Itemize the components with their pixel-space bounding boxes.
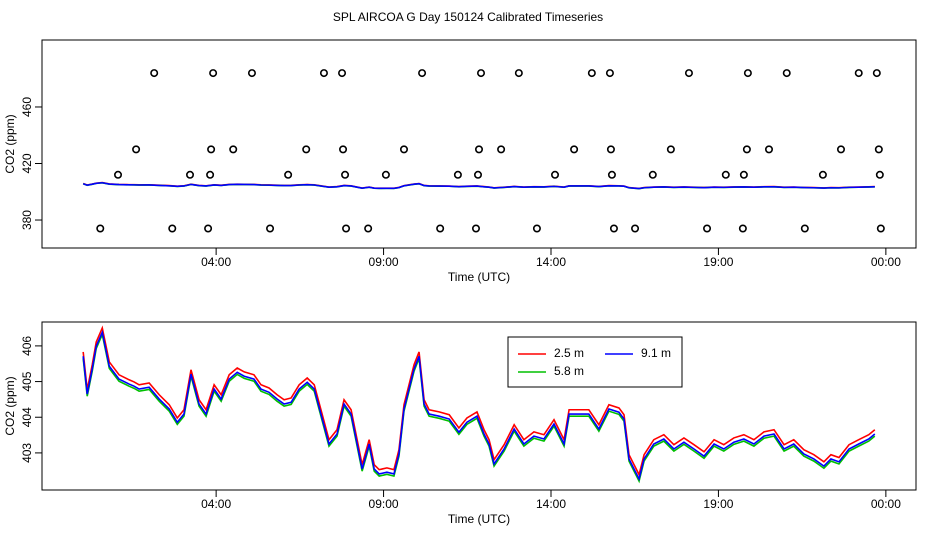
point — [474, 145, 483, 154]
point — [471, 224, 480, 233]
figure-title: SPL AIRCOA G Day 150124 Calibrated Times… — [333, 10, 603, 24]
legend-box — [507, 336, 683, 388]
data-line — [82, 325, 876, 477]
point — [204, 224, 213, 233]
point — [818, 170, 827, 179]
point — [302, 145, 311, 154]
point — [342, 224, 351, 233]
point — [742, 145, 751, 154]
point — [114, 170, 123, 179]
data-line — [82, 329, 876, 482]
point — [836, 145, 845, 154]
point — [168, 224, 177, 233]
point — [477, 69, 486, 78]
point — [319, 69, 328, 78]
y-tick-label: 420 — [20, 153, 34, 173]
x-tick-label: 00:00 — [871, 497, 901, 511]
point — [206, 170, 215, 179]
x-tick-label: 00:00 — [871, 255, 901, 269]
point — [684, 69, 693, 78]
legend-label: 5.8 m — [554, 364, 584, 378]
point — [703, 224, 712, 233]
point — [497, 145, 506, 154]
point — [874, 145, 883, 154]
plot-frame — [41, 39, 917, 249]
y-axis-label: CO2 (ppm) — [3, 114, 17, 173]
x-tick-label: 14:00 — [536, 255, 566, 269]
legend: 2.5 m 5.8 m 9.1 m — [507, 336, 683, 388]
data-line — [82, 331, 876, 484]
point — [453, 170, 462, 179]
y-tick-label: 403 — [20, 443, 34, 463]
point — [514, 69, 523, 78]
point — [532, 224, 541, 233]
x-tick-label: 09:00 — [369, 255, 399, 269]
point — [875, 170, 884, 179]
point — [150, 69, 159, 78]
y-axis-label: CO2 (ppm) — [3, 376, 17, 435]
point — [473, 170, 482, 179]
point — [399, 145, 408, 154]
point — [607, 170, 616, 179]
data-line — [82, 181, 875, 190]
x-tick-label: 09:00 — [369, 497, 399, 511]
point — [381, 170, 390, 179]
point — [364, 224, 373, 233]
point — [587, 69, 596, 78]
y-tick-label: 405 — [20, 371, 34, 391]
point — [338, 69, 347, 78]
plot-frame — [41, 321, 917, 491]
point — [876, 224, 885, 233]
point — [739, 170, 748, 179]
point — [418, 69, 427, 78]
point — [648, 170, 657, 179]
x-tick-label: 14:00 — [536, 497, 566, 511]
point — [605, 69, 614, 78]
point — [96, 224, 105, 233]
y-tick-label: 380 — [20, 210, 34, 230]
point — [436, 224, 445, 233]
legend-label: 9.1 m — [641, 346, 671, 360]
x-tick-label: 04:00 — [201, 255, 231, 269]
point — [207, 145, 216, 154]
point — [229, 145, 238, 154]
legend-label: 2.5 m — [554, 346, 584, 360]
point — [721, 170, 730, 179]
x-axis-label: Time (UTC) — [448, 270, 510, 284]
point — [186, 170, 195, 179]
point — [872, 69, 881, 78]
point — [609, 224, 618, 233]
point — [341, 170, 350, 179]
point — [551, 170, 560, 179]
point — [738, 224, 747, 233]
point — [782, 69, 791, 78]
point — [209, 69, 218, 78]
point — [800, 224, 809, 233]
point — [339, 145, 348, 154]
point — [247, 69, 256, 78]
x-tick-label: 19:00 — [703, 255, 733, 269]
point — [570, 145, 579, 154]
x-axis-label: Time (UTC) — [448, 512, 510, 526]
point — [284, 170, 293, 179]
plot-area — [82, 69, 885, 233]
y-tick-label: 460 — [20, 97, 34, 117]
point — [854, 69, 863, 78]
point — [666, 145, 675, 154]
point — [606, 145, 615, 154]
point — [132, 145, 141, 154]
point — [743, 69, 752, 78]
x-tick-label: 04:00 — [201, 497, 231, 511]
plot-area — [82, 325, 876, 484]
point — [631, 224, 640, 233]
x-tick-label: 19:00 — [703, 497, 733, 511]
point — [266, 224, 275, 233]
point — [764, 145, 773, 154]
y-tick-label: 406 — [20, 336, 34, 356]
y-tick-label: 404 — [20, 407, 34, 427]
